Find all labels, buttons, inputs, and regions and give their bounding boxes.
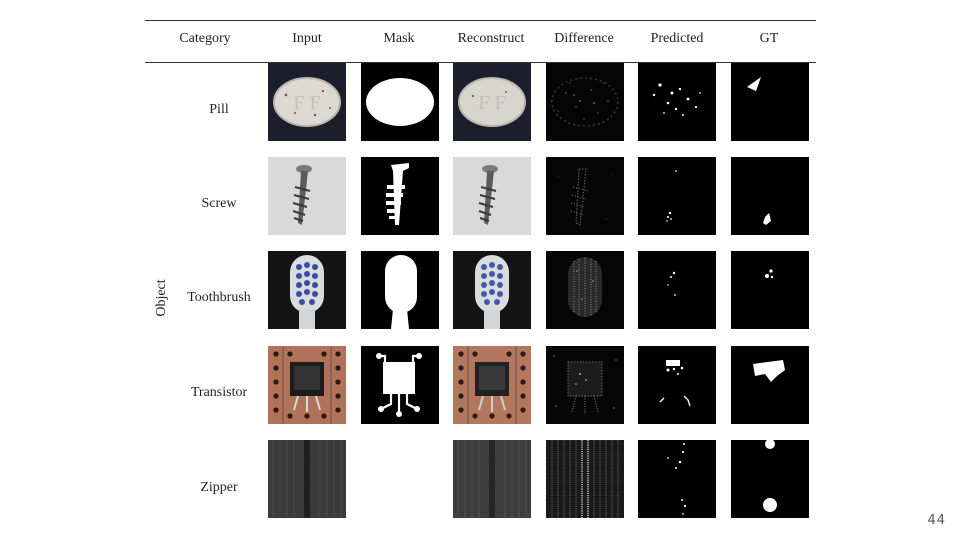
pill-mask-image <box>361 63 439 141</box>
transistor-input-image <box>268 346 346 424</box>
transistor-predicted-image <box>638 346 716 424</box>
toothbrush-reconstruct-image <box>453 251 531 329</box>
toothbrush-gt-image <box>731 251 809 329</box>
toothbrush-mask-image <box>361 251 439 329</box>
zipper-difference-image <box>546 440 624 518</box>
pill-difference-image <box>546 63 624 141</box>
table-top-rule <box>145 20 816 21</box>
pill-predicted-image <box>638 63 716 141</box>
toothbrush-difference-image <box>546 251 624 329</box>
screw-reconstruct-image <box>453 157 531 235</box>
zipper-predicted-image <box>638 440 716 518</box>
pill-input-image: F F <box>268 63 346 141</box>
header-category: Category <box>179 31 231 46</box>
transistor-mask-image <box>361 346 439 424</box>
svg-text:F F: F F <box>293 92 320 114</box>
toothbrush-predicted-image <box>638 251 716 329</box>
row-label-pill: Pill <box>209 102 229 117</box>
header-difference: Difference <box>554 31 614 46</box>
screw-predicted-image <box>638 157 716 235</box>
svg-text:F F: F F <box>478 92 505 114</box>
zipper-reconstruct-image <box>453 440 531 518</box>
zipper-mask-image <box>361 440 439 518</box>
header-predicted: Predicted <box>650 31 704 46</box>
toothbrush-input-image <box>268 251 346 329</box>
header-reconstruct: Reconstruct <box>457 31 525 46</box>
transistor-difference-image <box>546 346 624 424</box>
screw-gt-image <box>731 157 809 235</box>
header-gt: GT <box>759 31 779 46</box>
transistor-reconstruct-image <box>453 346 531 424</box>
zipper-input-image <box>268 440 346 518</box>
row-label-zipper: Zipper <box>200 480 238 495</box>
pill-gt-image <box>731 63 809 141</box>
header-input: Input <box>292 31 322 46</box>
row-label-toothbrush: Toothbrush <box>187 290 251 305</box>
screw-mask-image <box>361 157 439 235</box>
screw-difference-image <box>546 157 624 235</box>
screw-input-image <box>268 157 346 235</box>
transistor-gt-image <box>731 346 809 424</box>
row-label-screw: Screw <box>201 196 237 211</box>
header-mask: Mask <box>383 31 415 46</box>
row-label-transistor: Transistor <box>190 385 248 400</box>
page-number: 44 <box>927 513 946 528</box>
pill-reconstruct-image: F F <box>453 63 531 141</box>
table-header-rule <box>145 62 816 63</box>
zipper-gt-image <box>731 440 809 518</box>
